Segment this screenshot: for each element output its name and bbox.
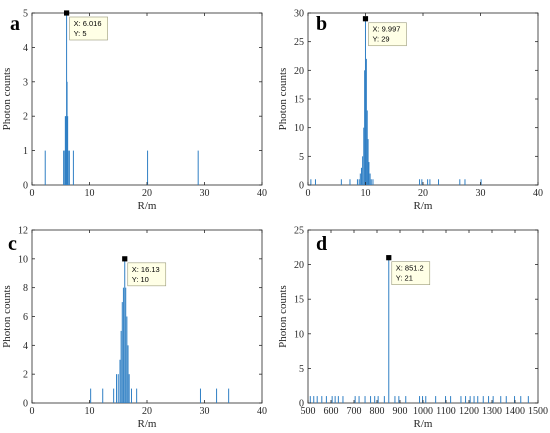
y-tick-label-b-0: 0: [299, 181, 304, 192]
y-tick-label-a-3: 3: [23, 77, 28, 88]
x-tick-label-b-3: 30: [476, 188, 486, 199]
y-tick-label-d-2: 10: [294, 329, 304, 340]
datatip-marker-d[interactable]: [386, 255, 392, 261]
x-tick-label-c-4: 40: [257, 406, 267, 417]
x-axis-title-b: R/m: [414, 200, 433, 212]
datatip-box-c: [127, 262, 167, 287]
x-tick-label-c-3: 30: [200, 406, 210, 417]
datatip-marker-a[interactable]: [63, 10, 70, 16]
panel-a: 0 10 20 30 40 0 1 2 3 4 5 R/m Photon counts a X: 6.016…: [1, 9, 267, 213]
x-tick-label-c-1: 10: [85, 406, 95, 417]
datatip-x-c: X: 16.13: [132, 265, 160, 274]
x-tick-label-d-1: 600: [324, 406, 339, 417]
datatip-y-d: Y: 21: [396, 274, 413, 283]
x-tick-label-c-0: 0: [30, 406, 35, 417]
x-axis-title-d: R/m: [414, 418, 433, 430]
x-axis-title-a: R/m: [138, 200, 157, 212]
axes-box-c: [31, 229, 263, 404]
y-tick-label-a-2: 2: [23, 112, 28, 123]
x-tick-label-b-2: 20: [418, 188, 428, 199]
y-tick-label-a-4: 4: [23, 43, 28, 54]
x-tick-label-d-8: 1300: [482, 406, 502, 417]
datatip-x-a: X: 6.016: [74, 19, 102, 28]
panel-label-d: d: [316, 233, 327, 255]
y-tick-label-b-6: 30: [294, 9, 304, 20]
datatip-marker-c[interactable]: [122, 256, 128, 262]
x-tick-label-d-3: 800: [370, 406, 385, 417]
datatip-x-d: X: 851.2: [396, 264, 424, 273]
x-tick-label-d-2: 700: [347, 406, 362, 417]
y-tick-label-c-2: 4: [23, 341, 28, 352]
axes-box-d: [307, 229, 539, 404]
datatip-box-d: [391, 261, 431, 285]
x-tick-label-d-6: 1100: [436, 406, 456, 417]
y-tick-label-b-4: 20: [294, 66, 304, 77]
y-tick-label-d-4: 20: [294, 260, 304, 271]
panel-label-a: a: [10, 13, 20, 35]
y-tick-label-a-1: 1: [23, 146, 28, 157]
panel-label-b: b: [316, 13, 327, 35]
x-tick-label-d-5: 1000: [413, 406, 433, 417]
y-tick-label-c-5: 10: [18, 254, 28, 265]
y-tick-label-d-5: 25: [294, 226, 304, 237]
x-axis-title-c: R/m: [138, 418, 157, 430]
y-tick-label-c-1: 2: [23, 370, 28, 381]
panel-d: 500 600 700 800 900 1000 1100 1200 1300 1400 1500 0…: [277, 226, 548, 431]
y-tick-label-b-2: 10: [294, 123, 304, 134]
datatip-y-b: Y: 29: [372, 35, 389, 44]
y-tick-label-c-3: 6: [23, 312, 28, 323]
panel-label-c: c: [8, 233, 17, 255]
y-tick-label-c-6: 12: [18, 226, 28, 237]
x-tick-label-d-0: 500: [301, 406, 316, 417]
panel-b: 0 10 20 30 40 0 5 10 15 20 25 30 R/m Photon counts b X:…: [277, 9, 543, 213]
y-tick-label-a-0: 0: [23, 181, 28, 192]
x-tick-label-b-1: 10: [361, 188, 371, 199]
x-tick-label-c-2: 20: [142, 406, 152, 417]
y-axis-title-b: Photon counts: [277, 68, 289, 131]
y-axis-title-d: Photon counts: [277, 285, 289, 348]
y-tick-label-c-4: 8: [23, 283, 28, 294]
datatip-box-b: [368, 22, 407, 47]
x-tick-label-d-7: 1200: [459, 406, 479, 417]
datatip-x-b: X: 9.997: [372, 25, 400, 34]
y-tick-label-b-5: 25: [294, 37, 304, 48]
datatip-marker-b[interactable]: [362, 16, 369, 22]
datatip-y-c: Y: 10: [132, 275, 149, 284]
x-tick-label-d-9: 1400: [505, 406, 525, 417]
y-tick-label-c-0: 0: [23, 399, 28, 410]
axes-box-b: [307, 12, 539, 186]
y-tick-label-b-3: 15: [294, 95, 304, 106]
x-tick-label-a-4: 40: [257, 188, 267, 199]
y-tick-label-b-1: 5: [299, 152, 304, 163]
x-tick-label-a-2: 20: [142, 188, 152, 199]
x-tick-label-d-10: 1500: [528, 406, 548, 417]
y-tick-label-d-1: 5: [299, 364, 304, 375]
datatip-y-a: Y: 5: [74, 29, 87, 38]
y-tick-label-a-5: 5: [23, 9, 28, 20]
datatip-box-a: [69, 16, 108, 41]
y-axis-title-c: Photon counts: [1, 285, 13, 348]
y-axis-title-a: Photon counts: [1, 68, 13, 131]
x-tick-label-b-4: 40: [533, 188, 543, 199]
y-tick-label-d-3: 15: [294, 295, 304, 306]
panel-c: 0 10 20 30 40 0 2 4 6 8 10 12 R/m Photon counts c X: 16…: [1, 226, 267, 431]
y-tick-label-d-0: 0: [299, 399, 304, 410]
axes-box-a: [31, 12, 263, 186]
x-tick-label-b-0: 0: [306, 188, 311, 199]
x-tick-label-a-1: 10: [85, 188, 95, 199]
x-tick-label-a-0: 0: [30, 188, 35, 199]
x-tick-label-d-4: 900: [393, 406, 408, 417]
x-tick-label-a-3: 30: [200, 188, 210, 199]
